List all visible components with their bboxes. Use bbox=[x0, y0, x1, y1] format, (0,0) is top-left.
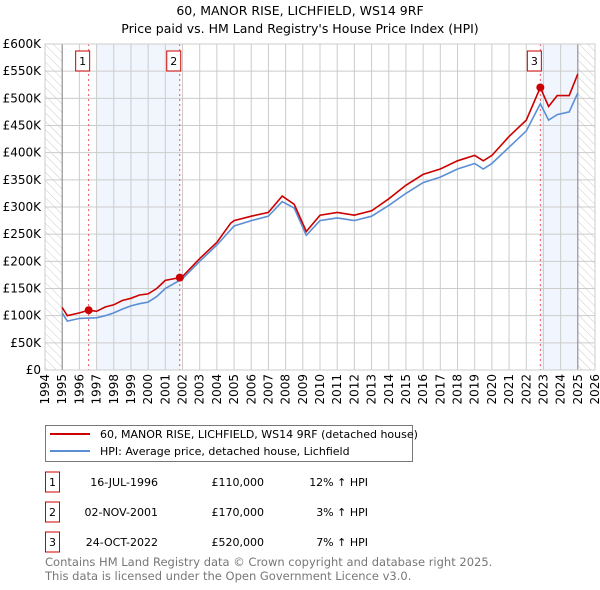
x-tick-label: 2000 bbox=[141, 374, 155, 405]
transaction-price: £170,000 bbox=[212, 506, 265, 519]
sale-label-box bbox=[75, 50, 91, 72]
transaction-number-box bbox=[45, 471, 60, 493]
y-tick-label: £350K bbox=[3, 173, 43, 187]
x-tick-label: 2011 bbox=[330, 374, 344, 405]
x-tick-label: 1999 bbox=[124, 374, 138, 405]
x-tick-label: 2019 bbox=[468, 374, 482, 405]
property-series-line bbox=[61, 73, 579, 317]
transaction-number: 1 bbox=[49, 476, 56, 489]
legend-label-hpi: HPI: Average price, detached house, Lich… bbox=[100, 445, 350, 458]
x-tick-label: 2020 bbox=[485, 374, 499, 405]
footer-copyright: Contains HM Land Registry data © Crown c… bbox=[45, 555, 492, 569]
sale-label-box bbox=[166, 50, 182, 72]
transaction-row: 2 02-NOV-2001 £170,000 3% ↑ HPI bbox=[45, 501, 368, 523]
x-tick-label: 2003 bbox=[193, 374, 207, 405]
x-tick-label: 2010 bbox=[313, 374, 327, 405]
sale-label: 2 bbox=[170, 55, 177, 68]
transaction-number-box bbox=[45, 501, 60, 523]
x-tick-label: 1996 bbox=[72, 374, 86, 405]
hpi-series-line bbox=[61, 92, 579, 323]
transaction-row: 3 24-OCT-2022 £520,000 7% ↑ HPI bbox=[45, 531, 368, 553]
chart-title: 60, MANOR RISE, LICHFIELD, WS14 9RF bbox=[176, 3, 423, 18]
x-tick-label: 2005 bbox=[227, 374, 241, 405]
plot-border bbox=[44, 43, 596, 371]
transaction-hpi-change: 12% ↑ HPI bbox=[309, 476, 368, 489]
transaction-number-box bbox=[45, 531, 60, 553]
x-tick-label: 2022 bbox=[519, 374, 533, 405]
sale-point bbox=[175, 273, 184, 282]
x-tick-label: 2015 bbox=[399, 374, 413, 405]
y-tick-label: £450K bbox=[3, 119, 43, 133]
sale-label: 3 bbox=[531, 55, 538, 68]
x-tick-label: 2004 bbox=[210, 374, 224, 405]
chart-subtitle: Price paid vs. HM Land Registry's House … bbox=[121, 21, 478, 36]
sale-point bbox=[84, 306, 93, 315]
x-tick-label: 2007 bbox=[261, 374, 275, 405]
y-tick-label: £100K bbox=[3, 309, 43, 323]
y-tick-label: £600K bbox=[3, 37, 43, 51]
legend-label-property: 60, MANOR RISE, LICHFIELD, WS14 9RF (det… bbox=[100, 428, 418, 441]
x-tick-label: 2021 bbox=[502, 374, 516, 405]
x-tick-label: 1995 bbox=[55, 374, 69, 405]
transaction-date: 24-OCT-2022 bbox=[86, 536, 158, 549]
x-tick-label: 2006 bbox=[244, 374, 258, 405]
x-tick-label: 2023 bbox=[536, 374, 550, 405]
x-tick-label: 2002 bbox=[176, 374, 190, 405]
x-tick-label: 2025 bbox=[571, 374, 585, 405]
x-tick-label: 1998 bbox=[107, 374, 121, 405]
y-tick-label: £500K bbox=[3, 91, 43, 105]
x-tick-label: 2016 bbox=[416, 374, 430, 405]
x-tick-label: 1997 bbox=[90, 374, 104, 405]
legend: 60, MANOR RISE, LICHFIELD, WS14 9RF (det… bbox=[45, 425, 418, 462]
x-tick-label: 2008 bbox=[279, 374, 293, 405]
y-tick-label: £150K bbox=[3, 282, 43, 296]
sale-label: 1 bbox=[79, 55, 86, 68]
y-tick-label: £300K bbox=[3, 200, 43, 214]
transaction-hpi-change: 7% ↑ HPI bbox=[316, 536, 368, 549]
sale-label-box bbox=[526, 50, 542, 72]
y-tick-label: £0 bbox=[26, 363, 41, 377]
x-tick-label: 2024 bbox=[554, 374, 568, 405]
x-tick-label: 2001 bbox=[158, 374, 172, 405]
x-tick-label: 2018 bbox=[451, 374, 465, 405]
x-tick-label: 2009 bbox=[296, 374, 310, 405]
transaction-price: £110,000 bbox=[212, 476, 265, 489]
transaction-price: £520,000 bbox=[212, 536, 265, 549]
sale-point bbox=[536, 83, 545, 92]
transaction-date: 16-JUL-1996 bbox=[90, 476, 158, 489]
plot-area: 1994 1995 1996 1997 1998 1999 2000 2001 2002 2003… bbox=[3, 37, 600, 405]
transaction-hpi-change: 3% ↑ HPI bbox=[316, 506, 368, 519]
x-tick-label: 1994 bbox=[38, 374, 52, 405]
x-tick-label: 2017 bbox=[433, 374, 447, 405]
y-tick-label: £200K bbox=[3, 254, 43, 268]
transaction-date: 02-NOV-2001 bbox=[84, 506, 158, 519]
x-tick-label: 2013 bbox=[365, 374, 379, 405]
y-tick-label: £400K bbox=[3, 146, 43, 160]
x-tick-label: 2026 bbox=[588, 374, 600, 405]
footer-licence: This data is licensed under the Open Gov… bbox=[44, 569, 411, 583]
x-tick-label: 2012 bbox=[347, 374, 361, 405]
transaction-row: 1 16-JUL-1996 £110,000 12% ↑ HPI bbox=[45, 471, 368, 493]
y-tick-label: £50K bbox=[10, 336, 42, 350]
transaction-number: 3 bbox=[49, 536, 56, 549]
y-tick-label: £550K bbox=[3, 64, 43, 78]
x-tick-label: 2014 bbox=[382, 374, 396, 405]
transactions-table: 1 16-JUL-1996 £110,000 12% ↑ HPI 2 02-NOV-200… bbox=[45, 471, 368, 553]
transaction-number: 2 bbox=[49, 506, 56, 519]
y-tick-label: £250K bbox=[3, 227, 43, 241]
